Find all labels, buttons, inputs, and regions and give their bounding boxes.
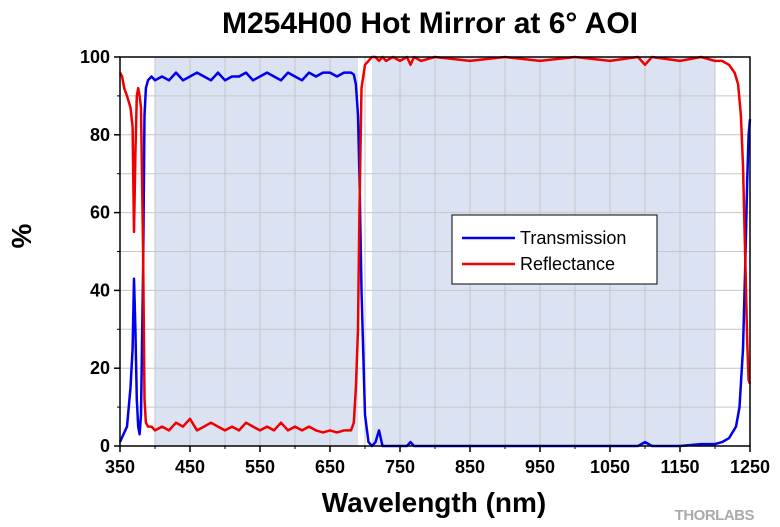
- y-tick-label: 60: [90, 203, 110, 223]
- x-axis-title: Wavelength (nm): [322, 487, 547, 518]
- x-tick-label: 950: [525, 457, 555, 477]
- series-line-reflectance: [118, 55, 752, 434]
- x-tick-labels: 350 450 550 650 750 850 950 1050 1150 1250: [105, 457, 770, 477]
- y-tick-label: 100: [80, 47, 110, 67]
- y-tick-labels: 0 20 40 60 80 100: [80, 47, 110, 456]
- legend-label-reflectance: Reflectance: [520, 254, 615, 274]
- y-axis-title: %: [6, 223, 37, 248]
- x-tick-label: 1250: [730, 457, 770, 477]
- x-tick-label: 650: [315, 457, 345, 477]
- legend: Transmission Reflectance: [451, 214, 658, 285]
- legend-label-transmission: Transmission: [520, 228, 626, 248]
- x-tick-label: 850: [455, 457, 485, 477]
- y-tick-label: 80: [90, 125, 110, 145]
- y-tick-label: 0: [100, 436, 110, 456]
- x-tick-label: 450: [175, 457, 205, 477]
- chart-title: M254H00 Hot Mirror at 6° AOI: [222, 7, 638, 40]
- y-tick-label: 40: [90, 280, 110, 300]
- thorlabs-logo: THORLABS: [675, 507, 755, 524]
- x-tick-label: 750: [385, 457, 415, 477]
- axis-ticks: [114, 56, 751, 452]
- x-tick-label: 550: [245, 457, 275, 477]
- x-tick-label: 1150: [660, 457, 699, 477]
- x-tick-label: 350: [105, 457, 135, 477]
- y-tick-label: 20: [90, 358, 110, 378]
- x-tick-label: 1050: [590, 457, 630, 477]
- legend-box: [451, 214, 658, 285]
